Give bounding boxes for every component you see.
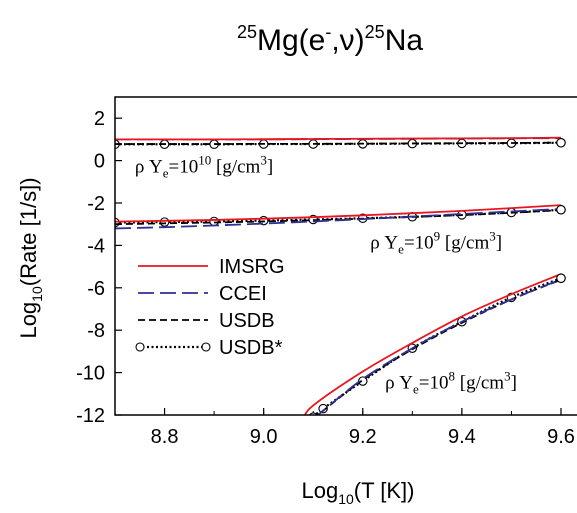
y-tick-label: -12: [76, 405, 105, 427]
legend-label: USDB*: [219, 337, 283, 359]
series-line-imsrg-1e9: [115, 204, 562, 223]
legend-label: USDB: [219, 310, 275, 332]
density-label: ρ Ye=109 [g/cm3]: [370, 229, 502, 257]
x-axis-label: Log10(T [K]): [301, 478, 414, 507]
x-tick-label: 9.2: [349, 426, 377, 448]
y-axis-label: Log10(Rate [1/s]): [16, 177, 45, 338]
usdb-star-marker-edge: [556, 205, 566, 215]
x-tick-label: 9.6: [547, 426, 575, 448]
usdb-star-marker-edge: [556, 273, 566, 284]
axis-ticks: 8.8 9.0 9.2 9.4 9.6 2 0 -2 -4 -6 -8 -10 -12: [76, 108, 575, 448]
usdb-star-marker: [159, 217, 170, 227]
series-line-usdb-1e10: [115, 141, 562, 145]
y-tick-label: 0: [94, 151, 105, 173]
usdb-star-marker: [209, 216, 219, 227]
chart-title: 25Mg(e-,ν)25Na: [237, 22, 423, 57]
series-line-usdb-1e8: [316, 278, 562, 415]
y-tick-label: -2: [87, 193, 105, 215]
usdb-star-marker: [308, 412, 318, 415]
legend-label: IMSRG: [219, 256, 285, 278]
legend-marker: [135, 342, 145, 352]
series-line-ccei-1e8: [316, 278, 562, 415]
y-tick-label: -4: [87, 235, 105, 257]
x-tick-label: 9.4: [448, 426, 476, 448]
y-tick-label: -8: [87, 320, 105, 342]
legend-marker: [201, 342, 211, 352]
series-line-imsrg-1e10: [115, 136, 562, 141]
density-label: ρ Ye=108 [g/cm3]: [385, 369, 517, 397]
density-label: ρ Ye=1010 [g/cm3]: [135, 152, 273, 180]
legend-label: CCEI: [219, 283, 267, 305]
usdb-star-marker: [318, 403, 328, 414]
y-tick-label: 2: [94, 108, 105, 130]
x-tick-label: 8.8: [151, 426, 179, 448]
series-line-imsrg-1e8: [303, 273, 562, 415]
plot-series: [115, 136, 566, 415]
legend: IMSRG CCEI USDB USDB*: [135, 256, 285, 359]
series-line-usdb-star-1e8: [313, 277, 562, 415]
plot-frame: [114, 96, 577, 416]
y-tick-label: -6: [87, 278, 105, 300]
series-line-ccei-1e9: [115, 208, 562, 230]
usdb-star-marker-edge: [556, 138, 566, 148]
y-tick-label: -10: [76, 363, 105, 385]
x-tick-label: 9.0: [250, 426, 278, 448]
density-annotations: ρ Ye=1010 [g/cm3] ρ Ye=109 [g/cm3] ρ Ye=10…: [135, 152, 517, 396]
